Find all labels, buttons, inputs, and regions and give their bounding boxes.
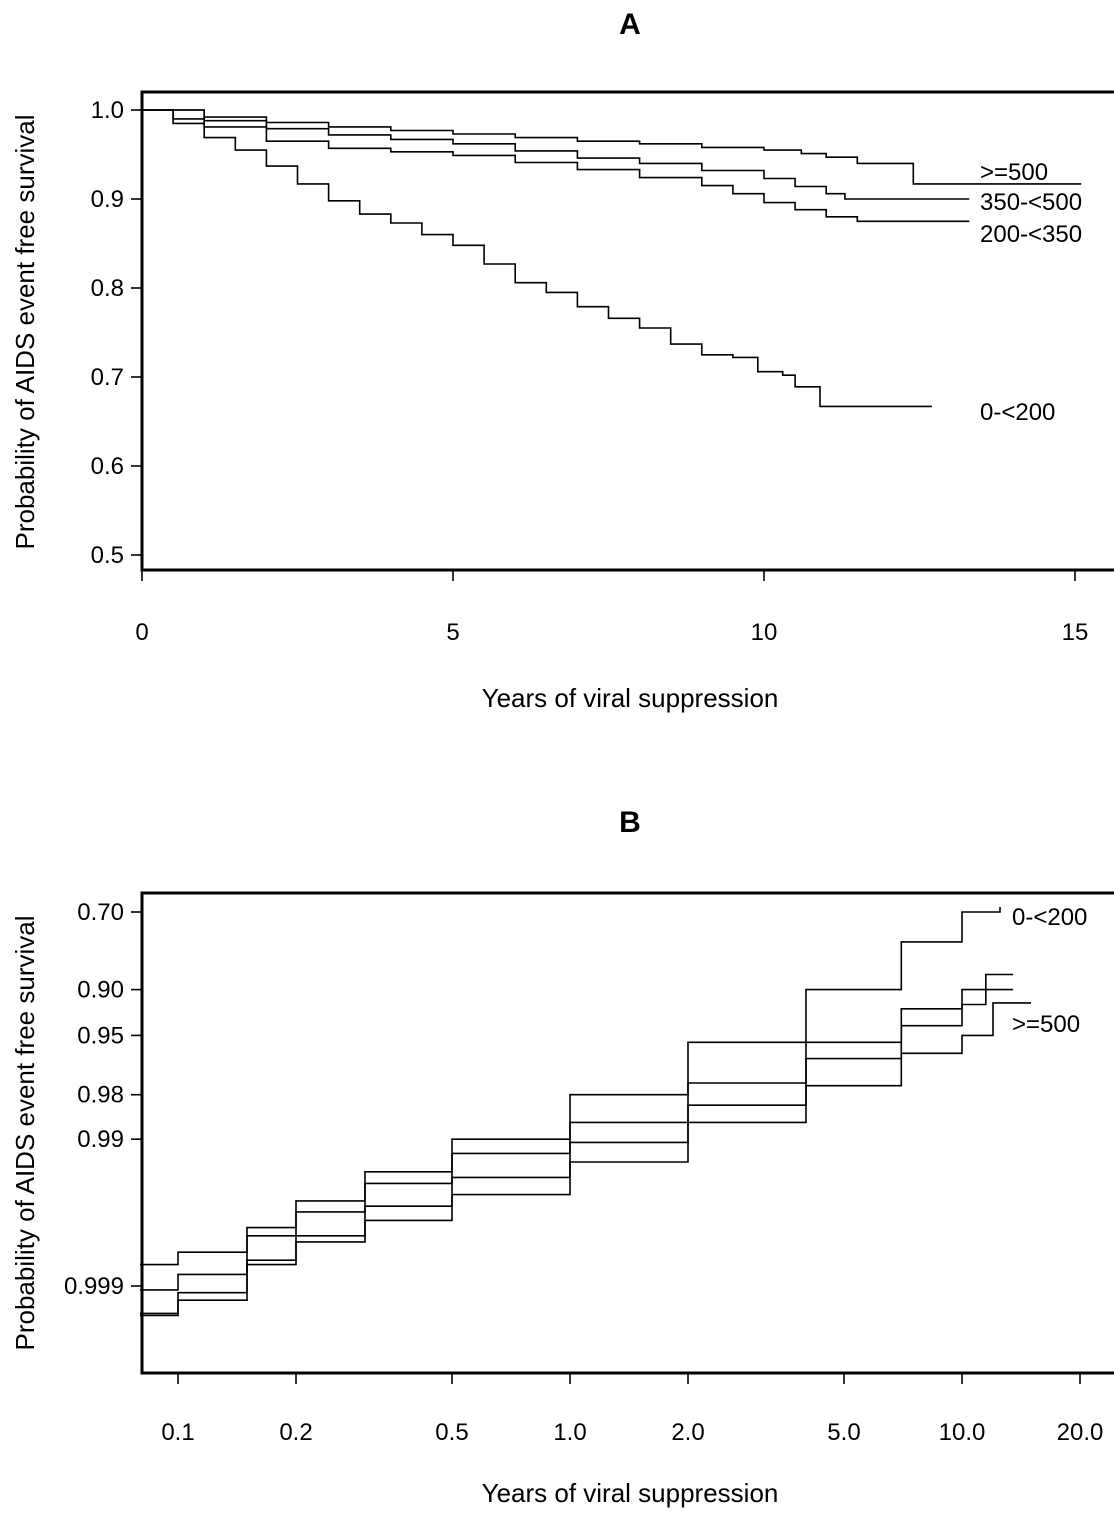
panel-b-x-tick-label: 1.0 bbox=[553, 1419, 586, 1446]
panel-a-frame bbox=[140, 90, 1114, 572]
panel-a-y-axis: 1.0 0.9 0.8 0.7 0.6 0.5 bbox=[91, 97, 142, 569]
panel-a-y-tick-label: 0.9 bbox=[91, 186, 124, 213]
panel-a-y-tick-label: 1.0 bbox=[91, 97, 124, 124]
panel-b-x-tick-label: 5.0 bbox=[827, 1419, 860, 1446]
panel-a-y-title: Probability of AIDS event free survival bbox=[10, 115, 40, 550]
panel-b-x-title: Years of viral suppression bbox=[482, 1478, 779, 1508]
panel-b-y-tick-label: 0.99 bbox=[77, 1126, 124, 1153]
panel-a-x-tick-label: 10 bbox=[751, 619, 778, 646]
panel-b-y-tick-label: 0.98 bbox=[77, 1082, 124, 1109]
panel-b-y-tick-label: 0.999 bbox=[64, 1273, 124, 1300]
panel-a-x-tick-label: 5 bbox=[446, 619, 459, 646]
panel-a-x-axis: 0 5 10 15 bbox=[135, 570, 1088, 646]
panel-b-curves bbox=[140, 907, 1031, 1317]
panel-a-curve-label: 200-<350 bbox=[980, 221, 1082, 248]
panel-b-x-tick-label: 0.1 bbox=[161, 1419, 194, 1446]
panel-a-curve-labels: >=500 350-<500 200-<350 0-<200 bbox=[980, 159, 1082, 426]
panel-a-y-tick-label: 0.7 bbox=[91, 364, 124, 391]
panel-b-curve-labels: 0-<200 >=500 bbox=[1012, 904, 1087, 1038]
panel-b-x-axis: 0.1 0.2 0.5 1.0 2.0 5.0 10.0 20.0 bbox=[161, 1373, 1103, 1446]
panel-a-y-tick-label: 0.5 bbox=[91, 542, 124, 569]
panel-a-series-line bbox=[142, 109, 970, 200]
panel-a-x-tick-label: 0 bbox=[135, 619, 148, 646]
panel-b-series-line bbox=[140, 1002, 1031, 1317]
panel-a-series-line bbox=[142, 109, 1082, 185]
panel-b-curve-label: 0-<200 bbox=[1012, 904, 1087, 931]
panel-b-x-tick-label: 0.2 bbox=[279, 1419, 312, 1446]
panel-b-frame bbox=[140, 891, 1114, 1375]
panel-b-y-title: Probability of AIDS event free survival bbox=[10, 916, 40, 1351]
panel-b-y-tick-label: 0.90 bbox=[77, 977, 124, 1004]
panel-b-letter: B bbox=[619, 806, 641, 839]
panel-b-x-tick-label: 2.0 bbox=[671, 1419, 704, 1446]
panel-a-series-line bbox=[142, 109, 970, 223]
panel-a-x-title: Years of viral suppression bbox=[482, 683, 779, 713]
panel-a-curve-label: 350-<500 bbox=[980, 189, 1082, 216]
panel-b-x-tick-label: 10.0 bbox=[939, 1419, 986, 1446]
panel-a-curve-label: >=500 bbox=[980, 159, 1048, 186]
panel-b-y-tick-label: 0.70 bbox=[77, 899, 124, 926]
panel-b: B 0.70 0.90 0.95 0.98 0.99 0.999 0.1 0.2 0.5 1.0… bbox=[10, 806, 1114, 1508]
panel-a-y-tick-label: 0.6 bbox=[91, 453, 124, 480]
panel-a-curves bbox=[142, 109, 1082, 408]
panel-b-y-tick-label: 0.95 bbox=[77, 1022, 124, 1049]
panel-a: A 1.0 0.9 0.8 0.7 0.6 0.5 0 5 10 15 >=500 350-<50… bbox=[10, 8, 1114, 713]
panel-b-series-line bbox=[140, 973, 1014, 1291]
panel-b-curve-label: >=500 bbox=[1012, 1011, 1080, 1038]
panel-a-y-tick-label: 0.8 bbox=[91, 275, 124, 302]
panel-b-x-tick-label: 0.5 bbox=[435, 1419, 468, 1446]
panel-a-curve-label: 0-<200 bbox=[980, 399, 1055, 426]
panel-a-x-tick-label: 15 bbox=[1062, 619, 1089, 646]
panel-b-x-tick-label: 20.0 bbox=[1057, 1419, 1104, 1446]
panel-b-y-axis: 0.70 0.90 0.95 0.98 0.99 0.999 bbox=[64, 899, 142, 1300]
panel-a-letter: A bbox=[619, 8, 641, 41]
panel-a-series-line bbox=[142, 109, 932, 408]
